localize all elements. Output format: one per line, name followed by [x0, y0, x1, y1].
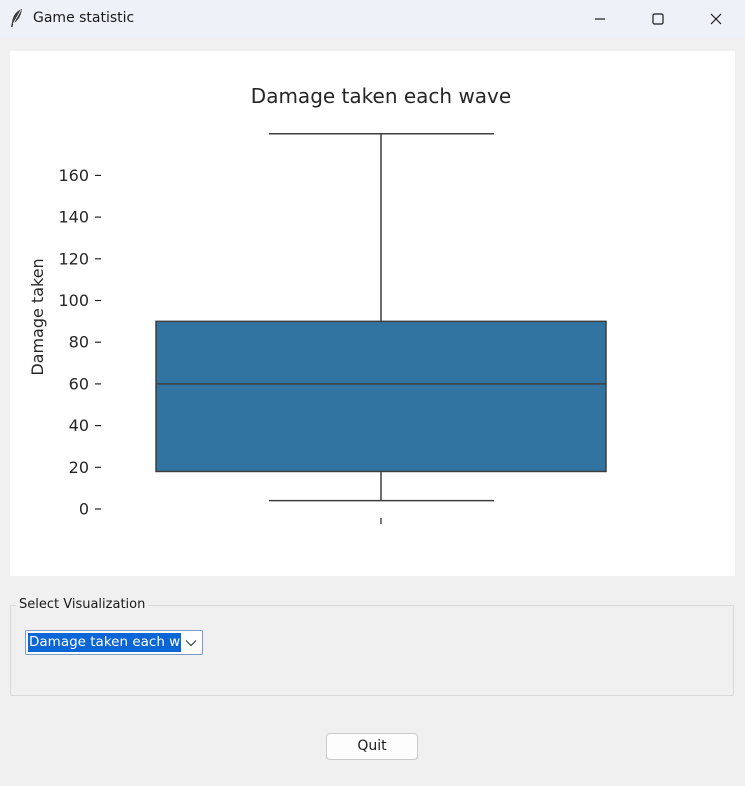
y-ticks: 0 20 40 60 80 100 120 140 160 [58, 166, 101, 519]
chevron-down-icon[interactable] [182, 634, 200, 652]
box-plot [155, 132, 607, 524]
y-tick-label: 20 [69, 458, 89, 477]
box-plot-chart: Damage taken each wave Damage taken 0 20 4… [28, 84, 607, 524]
visualization-select[interactable]: Damage taken each wave [25, 630, 203, 655]
visualization-select-value: Damage taken each wave [28, 633, 181, 652]
minimize-icon [595, 18, 605, 20]
visualization-group [10, 605, 734, 696]
window-title: Game statistic [33, 10, 135, 26]
y-tick-label: 120 [58, 249, 89, 268]
y-tick-label: 40 [69, 416, 89, 435]
maximize-icon [652, 13, 664, 25]
maximize-button[interactable] [629, 0, 687, 38]
y-tick-label: 0 [79, 500, 89, 519]
feather-icon [9, 8, 25, 28]
chart-title: Damage taken each wave [251, 84, 511, 108]
y-tick-label: 160 [58, 166, 89, 185]
y-tick-label: 100 [58, 291, 89, 310]
close-icon [710, 13, 722, 25]
y-axis-label: Damage taken [28, 258, 47, 375]
visualization-group-label: Select Visualization [16, 597, 149, 612]
title-bar[interactable]: Game statistic [0, 0, 745, 38]
interquartile-box [155, 320, 607, 473]
y-tick-label: 60 [69, 374, 89, 393]
minimize-button[interactable] [571, 0, 629, 38]
y-tick-label: 140 [58, 208, 89, 227]
close-button[interactable] [687, 0, 745, 38]
y-tick-label: 80 [69, 333, 89, 352]
plot-canvas: Damage taken each wave Damage taken 0 20 4… [10, 51, 735, 576]
quit-button[interactable]: Quit [326, 733, 418, 760]
